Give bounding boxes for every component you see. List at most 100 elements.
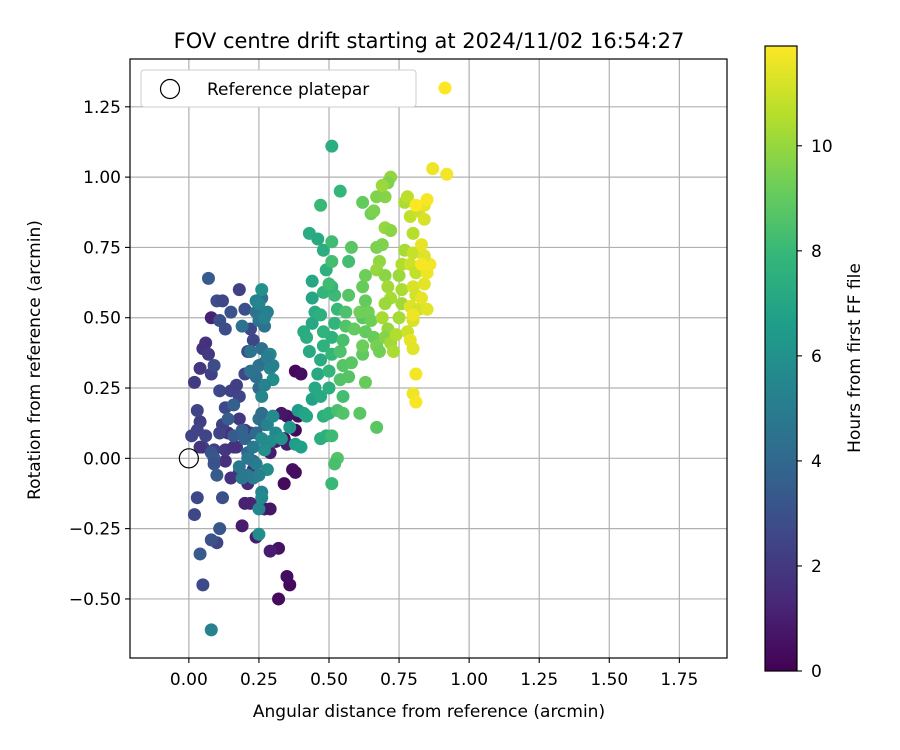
y-tick-label: 0.25 xyxy=(83,379,121,399)
data-point xyxy=(409,367,423,381)
data-point xyxy=(204,533,218,547)
data-point xyxy=(241,451,255,465)
data-point xyxy=(213,314,227,328)
data-point xyxy=(395,283,409,297)
data-point xyxy=(322,364,336,378)
x-tick-label: 1.25 xyxy=(520,670,558,690)
data-point xyxy=(235,471,249,485)
x-tick-label: 0.75 xyxy=(380,670,418,690)
data-point xyxy=(336,333,350,347)
data-point xyxy=(316,243,330,257)
data-point xyxy=(266,409,280,423)
data-point xyxy=(342,370,356,384)
x-tick-label: 0.50 xyxy=(310,670,348,690)
data-point xyxy=(420,302,434,316)
y-tick-label: −0.25 xyxy=(69,520,121,540)
data-point xyxy=(358,294,372,308)
data-point xyxy=(325,235,339,249)
data-point xyxy=(311,367,325,381)
y-tick-label: 1.00 xyxy=(83,168,121,188)
data-point xyxy=(325,139,339,153)
data-point xyxy=(322,277,336,291)
data-point xyxy=(190,491,204,505)
data-point xyxy=(199,336,213,350)
colorbar-tick-label: 8 xyxy=(811,242,822,262)
data-point xyxy=(378,269,392,283)
data-point xyxy=(375,311,389,325)
colorbar-tick-label: 10 xyxy=(811,137,833,157)
data-point xyxy=(207,457,221,471)
data-point xyxy=(336,406,350,420)
legend: Reference platepar xyxy=(140,69,452,108)
data-point xyxy=(347,322,361,336)
data-point xyxy=(378,297,392,311)
data-point xyxy=(204,623,218,637)
data-point xyxy=(325,254,339,268)
data-point xyxy=(221,412,235,426)
data-point xyxy=(244,344,258,358)
data-point xyxy=(252,527,266,541)
data-point xyxy=(224,305,238,319)
y-axis-ticks: −0.50 −0.25 0.00 0.25 0.50 0.75 1.00 1.25 xyxy=(69,98,130,610)
data-point xyxy=(193,361,207,375)
x-tick-label: 1.75 xyxy=(660,670,698,690)
x-tick-label: 0.25 xyxy=(240,670,278,690)
data-point xyxy=(356,339,370,353)
data-point xyxy=(314,389,328,403)
data-point xyxy=(372,344,386,358)
colorbar-label: Hours from first FF file xyxy=(845,263,865,453)
data-point xyxy=(263,544,277,558)
data-point xyxy=(364,314,378,328)
data-point xyxy=(260,350,274,364)
data-point xyxy=(258,311,272,325)
colorbar: 0 2 4 6 8 10 Hours from first FF file xyxy=(764,45,865,682)
x-axis-label: Angular distance from reference (arcmin) xyxy=(253,702,605,722)
data-point xyxy=(414,238,428,252)
data-points xyxy=(185,139,454,637)
y-tick-label: 0.75 xyxy=(83,238,121,258)
reference-point-group xyxy=(178,448,199,469)
data-point xyxy=(314,353,328,367)
reference-point-marker xyxy=(178,448,199,469)
grid-lines xyxy=(130,59,727,658)
data-point xyxy=(230,378,244,392)
data-point xyxy=(215,294,229,308)
data-point xyxy=(215,491,229,505)
data-point xyxy=(311,232,325,246)
data-point xyxy=(224,471,238,485)
data-point xyxy=(255,283,269,297)
data-point xyxy=(238,432,252,446)
data-point xyxy=(375,179,389,193)
y-axis-label: Rotation from reference (arcmin) xyxy=(25,220,45,500)
data-point xyxy=(207,359,221,373)
data-point xyxy=(238,302,252,316)
data-point xyxy=(235,519,249,533)
data-point xyxy=(272,592,286,606)
data-point xyxy=(344,356,358,370)
colorbar-tick-label: 4 xyxy=(811,452,822,472)
data-point xyxy=(358,269,372,283)
data-point xyxy=(409,198,423,212)
data-point xyxy=(440,167,454,181)
data-point xyxy=(213,522,227,536)
data-point xyxy=(213,426,227,440)
data-point xyxy=(417,277,431,291)
data-point xyxy=(235,319,249,333)
data-point xyxy=(322,381,336,395)
data-point xyxy=(325,477,339,491)
data-point xyxy=(389,328,403,342)
data-point xyxy=(325,330,339,344)
data-point xyxy=(255,491,269,505)
data-point xyxy=(305,291,319,305)
legend-marker-reference xyxy=(159,78,181,100)
data-point xyxy=(325,429,339,443)
data-point xyxy=(294,367,308,381)
data-point xyxy=(409,395,423,409)
data-point xyxy=(333,184,347,198)
data-point xyxy=(255,389,269,403)
data-point xyxy=(201,271,215,285)
data-point xyxy=(406,308,420,322)
x-tick-label: 1.50 xyxy=(590,670,628,690)
colorbar-tick-label: 0 xyxy=(811,662,822,682)
